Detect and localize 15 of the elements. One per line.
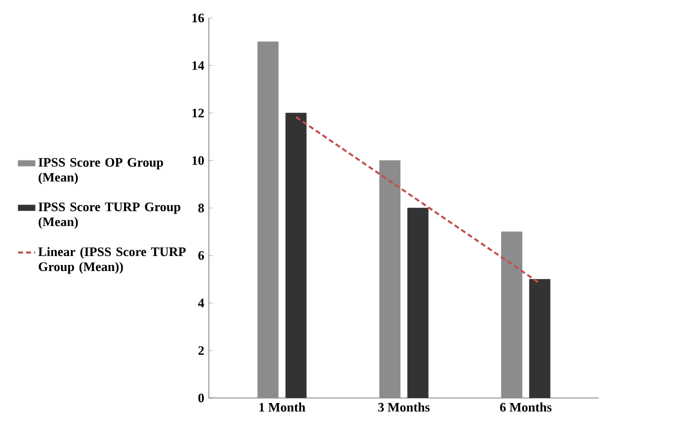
legend-label: Linear (IPSS Score TURP Group (Mean)) bbox=[38, 247, 186, 274]
legend-label: IPSS Score OP Group (Mean) bbox=[38, 158, 164, 184]
y-tick-label: 12 bbox=[192, 108, 204, 118]
y-tick-label: 10 bbox=[192, 156, 204, 165]
y-tick-label: 8 bbox=[198, 204, 204, 212]
x-tick-label: 6 Months bbox=[500, 402, 552, 412]
y-tick-label: 6 bbox=[198, 251, 204, 260]
y-tick-label: 0 bbox=[198, 394, 204, 402]
y-tick-label: 16 bbox=[192, 14, 204, 22]
x-tick-label: 3 Months bbox=[378, 402, 430, 412]
y-tick-label: 14 bbox=[192, 61, 204, 70]
y-tick-label: 2 bbox=[198, 346, 204, 355]
y-tick-label: 4 bbox=[198, 298, 204, 308]
legend-label: IPSS Score TURP Group (Mean) bbox=[38, 202, 180, 229]
x-tick-label: 1 Month bbox=[259, 402, 306, 412]
